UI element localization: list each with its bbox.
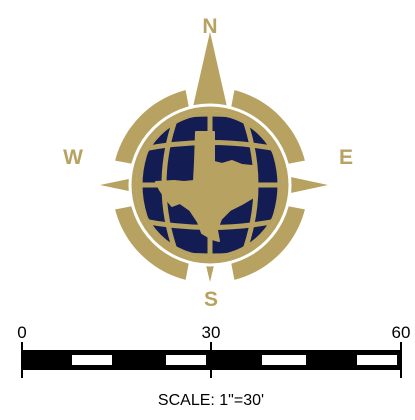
north-label: N (202, 15, 217, 38)
scale-caption: SCALE: 1"=30' (158, 392, 264, 409)
north-point (190, 32, 230, 120)
scale-bar-segment (262, 355, 306, 365)
scale-bar-segment (357, 355, 397, 365)
scale-tick-label-end: 60 (392, 323, 411, 342)
scale-bar-body (22, 350, 401, 370)
texas-state-icon (155, 131, 258, 242)
scale-bar-segment (72, 355, 112, 365)
scale-tick-label-mid: 30 (202, 323, 221, 342)
west-label: W (63, 146, 83, 169)
south-label: S (204, 288, 218, 311)
scale-tick-label-start: 0 (17, 323, 26, 342)
east-label: E (339, 146, 353, 169)
scale-bar: 0 30 60 SCALE: 1"=30' (17, 323, 410, 409)
scale-bar-segment (166, 355, 206, 365)
